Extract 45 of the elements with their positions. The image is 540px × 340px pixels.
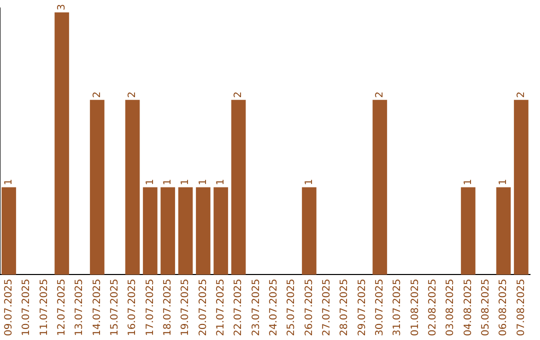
x-tick-label: 05.08.2025	[480, 278, 492, 336]
data-label: 2	[233, 91, 244, 98]
x-tick-label: 24.07.2025	[268, 278, 280, 336]
data-label: 1	[198, 178, 209, 186]
x-tick-label: 01.08.2025	[410, 278, 421, 336]
x-tick-label: 23.07.2025	[250, 278, 262, 336]
x-tick-label: 31.07.2025	[392, 278, 404, 336]
x-tick-label: 19.07.2025	[180, 278, 192, 336]
x-tick-label: 04.08.2025	[462, 278, 474, 336]
x-tick-label: 03.08.2025	[445, 278, 456, 336]
x-tick-label: 07.08.2025	[516, 278, 527, 336]
data-label: 2	[516, 91, 527, 98]
data-label: 1	[304, 178, 315, 186]
x-tick-label: 10.07.2025	[21, 278, 32, 336]
data-label: 1	[144, 178, 156, 186]
x-tick-label: 12.07.2025	[56, 278, 68, 336]
x-tick-label: 14.07.2025	[92, 278, 103, 336]
data-label: 1	[180, 178, 192, 186]
x-tick-label: 20.07.2025	[198, 278, 209, 336]
data-label: 1	[215, 178, 226, 186]
x-tick-label: 28.07.2025	[339, 278, 350, 336]
x-tick-label: 17.07.2025	[144, 278, 156, 336]
x-tick-label: 26.07.2025	[304, 278, 315, 336]
data-label: 1	[462, 178, 474, 186]
x-tick-label: 21.07.2025	[215, 278, 226, 336]
x-tick-label: 27.07.2025	[321, 278, 332, 336]
x-tick-label: 16.07.2025	[127, 278, 138, 336]
x-tick-label: 22.07.2025	[233, 278, 244, 336]
data-label: 2	[127, 91, 138, 98]
x-tick-label: 29.07.2025	[356, 278, 368, 336]
x-tick-label: 09.07.2025	[3, 278, 14, 336]
data-label: 3	[56, 4, 68, 10]
data-label: 1	[162, 178, 174, 186]
x-tick-label: 18.07.2025	[162, 278, 174, 336]
data-label: 1	[498, 178, 510, 186]
x-tick-label: 11.07.2025	[38, 278, 50, 336]
x-tick-label: 02.08.2025	[427, 278, 438, 336]
x-tick-label: 25.07.2025	[286, 278, 298, 336]
x-tick-label: 13.07.2025	[74, 278, 86, 336]
x-tick-label: 15.07.2025	[109, 278, 120, 336]
data-label: 2	[374, 91, 386, 98]
data-label: 1	[3, 178, 14, 186]
data-label: 2	[92, 91, 103, 98]
x-tick-label: 06.08.2025	[498, 278, 510, 336]
x-tick-label: 30.07.2025	[374, 278, 386, 336]
